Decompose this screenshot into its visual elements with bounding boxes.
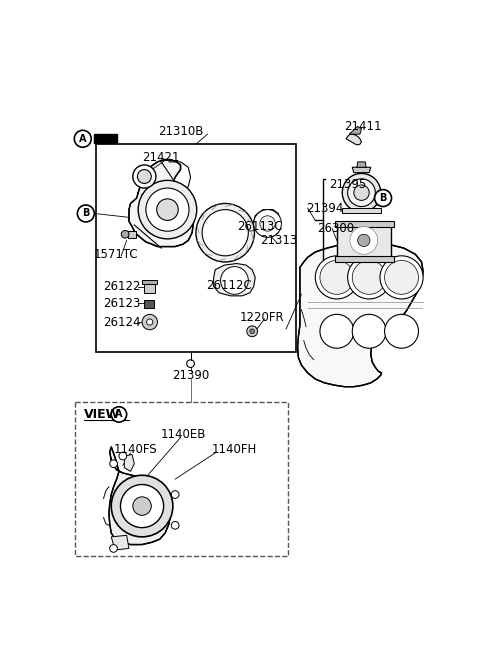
Circle shape (147, 319, 153, 325)
Text: 26112C: 26112C (206, 279, 252, 291)
Text: 1140FH: 1140FH (211, 443, 257, 457)
Text: 21390: 21390 (172, 369, 209, 382)
Text: 21411: 21411 (345, 120, 382, 133)
Text: 21313: 21313 (260, 234, 297, 247)
Polygon shape (335, 221, 394, 226)
Circle shape (77, 205, 94, 222)
Polygon shape (298, 243, 423, 387)
Polygon shape (128, 231, 136, 238)
Circle shape (171, 491, 179, 499)
Text: 26113C: 26113C (237, 220, 282, 233)
Text: 1140FS: 1140FS (114, 443, 157, 457)
Circle shape (110, 460, 118, 468)
Circle shape (354, 185, 369, 200)
Bar (96, 144, 296, 352)
Polygon shape (109, 447, 170, 544)
Circle shape (202, 210, 248, 256)
Polygon shape (357, 162, 366, 167)
Polygon shape (342, 208, 381, 213)
Circle shape (315, 256, 359, 299)
Circle shape (137, 170, 151, 184)
Polygon shape (94, 134, 117, 144)
Polygon shape (254, 210, 281, 237)
Circle shape (171, 522, 179, 529)
Circle shape (348, 256, 391, 299)
Text: 26300: 26300 (317, 222, 354, 236)
Circle shape (111, 407, 127, 422)
Circle shape (352, 314, 386, 348)
Text: B: B (82, 209, 90, 218)
Polygon shape (337, 224, 391, 260)
Bar (142, 281, 157, 284)
Polygon shape (129, 159, 193, 247)
Text: 21421: 21421 (142, 151, 180, 164)
Circle shape (121, 230, 129, 238)
Circle shape (138, 180, 197, 239)
Circle shape (142, 314, 157, 330)
Circle shape (110, 544, 118, 552)
Circle shape (74, 131, 91, 147)
Text: 21395: 21395 (329, 178, 366, 192)
Circle shape (350, 226, 378, 255)
Circle shape (133, 165, 156, 188)
Circle shape (111, 475, 173, 537)
Circle shape (358, 234, 370, 247)
Polygon shape (111, 535, 129, 550)
Text: A: A (115, 409, 123, 419)
Polygon shape (124, 455, 134, 472)
Circle shape (196, 203, 254, 262)
Polygon shape (352, 167, 371, 173)
Text: 1140EB: 1140EB (160, 428, 205, 441)
Circle shape (348, 179, 375, 207)
Text: B: B (379, 193, 387, 203)
Bar (75, 402, 288, 556)
Polygon shape (144, 283, 155, 293)
Circle shape (120, 485, 164, 527)
Text: 1571TC: 1571TC (94, 248, 138, 261)
Text: 1220FR: 1220FR (240, 311, 285, 324)
Circle shape (119, 452, 127, 460)
Text: VIEW: VIEW (84, 408, 120, 421)
Polygon shape (144, 300, 154, 308)
Circle shape (320, 260, 354, 295)
Circle shape (260, 216, 275, 231)
Circle shape (384, 314, 419, 348)
Circle shape (384, 260, 419, 295)
Text: 26124: 26124 (104, 316, 141, 329)
Circle shape (380, 256, 423, 299)
Text: 26123: 26123 (104, 297, 141, 310)
Circle shape (374, 190, 392, 207)
Circle shape (221, 266, 248, 295)
Text: 21310B: 21310B (158, 125, 203, 138)
Circle shape (133, 497, 151, 516)
Circle shape (250, 329, 254, 334)
Text: 21394: 21394 (306, 201, 343, 215)
Circle shape (352, 260, 386, 295)
Circle shape (156, 199, 178, 220)
Text: A: A (79, 134, 86, 144)
Circle shape (342, 173, 381, 212)
Polygon shape (214, 264, 255, 296)
Circle shape (320, 314, 354, 348)
Text: 26122: 26122 (104, 280, 141, 293)
Polygon shape (346, 134, 361, 145)
Polygon shape (335, 256, 394, 262)
Circle shape (254, 210, 281, 237)
Circle shape (247, 326, 258, 337)
Polygon shape (349, 127, 361, 134)
Circle shape (146, 188, 189, 231)
